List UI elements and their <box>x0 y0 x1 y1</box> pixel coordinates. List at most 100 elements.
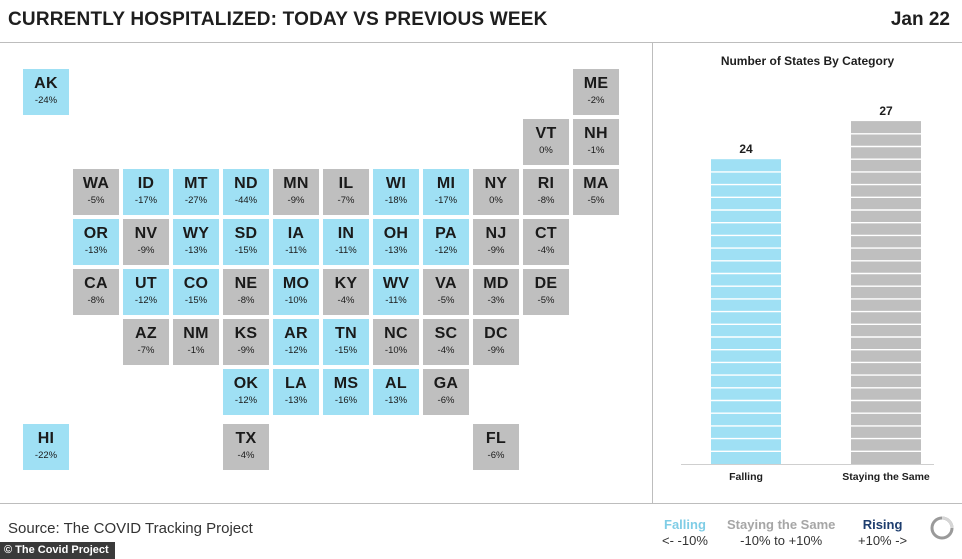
state-abbr: VT <box>535 125 557 142</box>
state-change: -3% <box>487 295 505 306</box>
state-tile-wy: WY -13% <box>173 219 219 265</box>
state-abbr: NE <box>234 275 258 292</box>
state-change: -5% <box>87 195 105 206</box>
state-change: -5% <box>587 195 605 206</box>
state-abbr: VA <box>435 275 457 292</box>
state-change: -4% <box>337 295 355 306</box>
state-tile-ma: MA -5% <box>573 169 619 215</box>
state-tile-md: MD -3% <box>473 269 519 315</box>
state-tile-id: ID -17% <box>123 169 169 215</box>
state-change: -13% <box>384 245 408 256</box>
state-abbr: MN <box>283 175 309 192</box>
category-bar-chart: 24 Falling 27 Staying the Same <box>681 104 934 483</box>
state-abbr: ME <box>583 75 609 92</box>
bar-rect <box>851 121 921 464</box>
state-abbr: OK <box>233 375 259 392</box>
state-change: -4% <box>237 450 255 461</box>
state-abbr: OH <box>383 225 409 242</box>
state-abbr: IL <box>338 175 354 192</box>
state-abbr: SC <box>434 325 458 342</box>
legend-rising-label: Rising <box>862 517 903 532</box>
state-tile-mn: MN -9% <box>273 169 319 215</box>
state-tile-mo: MO -10% <box>273 269 319 315</box>
state-change: -10% <box>284 295 308 306</box>
bar-value-label: 24 <box>739 142 753 156</box>
state-tile-ms: MS -16% <box>323 369 369 415</box>
state-tile-ct: CT -4% <box>523 219 569 265</box>
state-change: -22% <box>34 450 58 461</box>
state-change: -12% <box>134 295 158 306</box>
state-tile-fl: FL -6% <box>473 424 519 470</box>
state-tile-tn: TN -15% <box>323 319 369 365</box>
state-abbr: FL <box>485 430 507 447</box>
state-tile-sc: SC -4% <box>423 319 469 365</box>
state-abbr: HI <box>37 430 55 447</box>
state-abbr: PA <box>435 225 457 242</box>
state-change: -5% <box>537 295 555 306</box>
state-change: -9% <box>287 195 305 206</box>
state-tile-va: VA -5% <box>423 269 469 315</box>
state-change: -17% <box>434 195 458 206</box>
state-tile-ca: CA -8% <box>73 269 119 315</box>
state-change: -4% <box>437 345 455 356</box>
state-change: -9% <box>137 245 155 256</box>
state-abbr: AK <box>34 75 58 92</box>
state-tile-ny: NY 0% <box>473 169 519 215</box>
state-abbr: AR <box>284 325 308 342</box>
state-abbr: NV <box>134 225 158 242</box>
state-tile-me: ME -2% <box>573 69 619 115</box>
state-tile-oh: OH -13% <box>373 219 419 265</box>
state-abbr: CT <box>535 225 557 242</box>
state-tile-wv: WV -11% <box>373 269 419 315</box>
state-tile-ky: KY -4% <box>323 269 369 315</box>
state-change: -1% <box>587 145 605 156</box>
state-abbr: KS <box>234 325 258 342</box>
state-tile-wa: WA -5% <box>73 169 119 215</box>
state-abbr: NJ <box>485 225 507 242</box>
state-change: -11% <box>385 295 407 306</box>
state-change: -27% <box>184 195 208 206</box>
state-tile-sd: SD -15% <box>223 219 269 265</box>
footer-divider <box>0 503 962 504</box>
state-abbr: MO <box>282 275 310 292</box>
state-abbr: TX <box>235 430 257 447</box>
state-tile-ks: KS -9% <box>223 319 269 365</box>
state-abbr: WY <box>182 225 210 242</box>
state-tile-ak: AK -24% <box>23 69 69 115</box>
legend-falling-label: Falling <box>664 517 706 532</box>
state-tile-hi: HI -22% <box>23 424 69 470</box>
state-tile-ok: OK -12% <box>223 369 269 415</box>
state-abbr: MT <box>184 175 208 192</box>
state-abbr: ND <box>234 175 258 192</box>
state-change: -15% <box>234 245 258 256</box>
state-tile-wi: WI -18% <box>373 169 419 215</box>
state-change: -8% <box>537 195 555 206</box>
state-change: -15% <box>334 345 358 356</box>
state-change: -12% <box>434 245 458 256</box>
state-abbr: AL <box>385 375 407 392</box>
state-abbr: NC <box>384 325 408 342</box>
state-change: -9% <box>487 345 505 356</box>
state-abbr: DE <box>534 275 558 292</box>
state-abbr: DC <box>484 325 508 342</box>
state-abbr: CA <box>84 275 108 292</box>
state-tile-ar: AR -12% <box>273 319 319 365</box>
state-abbr: RI <box>537 175 555 192</box>
state-change: -16% <box>334 395 358 406</box>
date-label: Jan 22 <box>890 9 950 30</box>
state-change: -13% <box>384 395 408 406</box>
state-tile-az: AZ -7% <box>123 319 169 365</box>
state-tile-in: IN -11% <box>323 219 369 265</box>
state-tile-vt: VT 0% <box>523 119 569 165</box>
state-abbr: KY <box>334 275 358 292</box>
state-change: -10% <box>384 345 408 356</box>
legend-same-label: Staying the Same <box>727 517 836 532</box>
state-tile-nh: NH -1% <box>573 119 619 165</box>
state-abbr: NY <box>484 175 508 192</box>
state-change: -13% <box>184 245 208 256</box>
bar-category-label: Falling <box>729 471 763 483</box>
legend-falling-range: <- -10% <box>662 533 708 548</box>
state-tile-la: LA -13% <box>273 369 319 415</box>
state-change: -12% <box>284 345 308 356</box>
state-change: -7% <box>137 345 155 356</box>
